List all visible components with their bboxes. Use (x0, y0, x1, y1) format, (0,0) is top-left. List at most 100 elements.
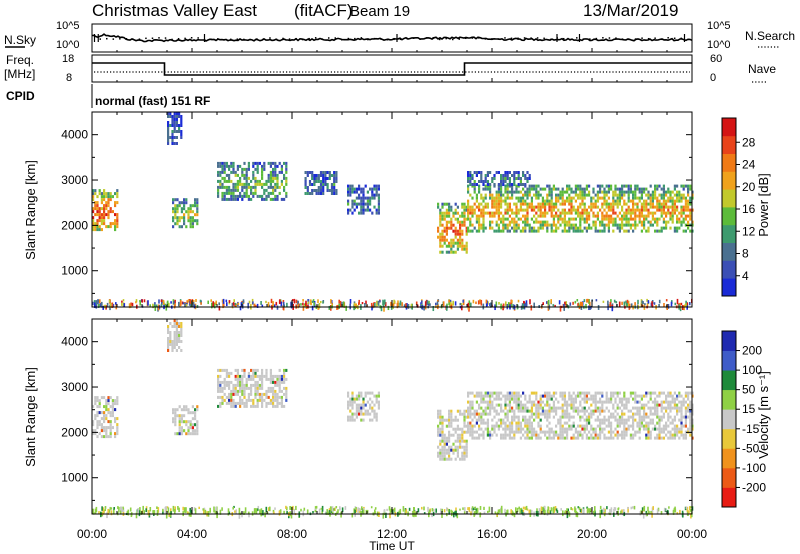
echo-cell (603, 433, 606, 437)
echo-cell (232, 401, 235, 405)
ground-scatter-cell (237, 302, 240, 306)
ground-scatter-cell (314, 509, 317, 513)
echo-cell (515, 430, 518, 434)
echo-cell (618, 190, 621, 194)
echo-cell (223, 368, 226, 372)
echo-cell (351, 418, 354, 422)
echo-cell (528, 421, 531, 425)
echo-cell (535, 433, 538, 437)
echo-cell (533, 214, 536, 218)
echo-cell (634, 391, 637, 395)
echo-cell (322, 186, 325, 189)
echo-cell (371, 418, 374, 422)
echo-cell (621, 223, 624, 227)
ground-scatter-cell (627, 506, 629, 509)
echo-cell (596, 424, 599, 428)
echo-cell (245, 167, 248, 171)
echo-cell (223, 170, 226, 174)
ground-scatter-cell (549, 510, 552, 515)
echo-cell (276, 380, 279, 384)
echo-cell (559, 211, 562, 215)
echo-cell (489, 391, 492, 395)
echo-cell (500, 433, 503, 437)
echo-cell (511, 430, 514, 434)
echo-cell (315, 192, 318, 195)
echo-cell (448, 208, 451, 212)
echo-cell (671, 211, 674, 215)
nsearch-dot (301, 38, 304, 41)
echo-cell (535, 430, 538, 434)
echo-cell (676, 199, 679, 203)
echo-cell (625, 220, 628, 224)
ground-scatter-cell (293, 508, 296, 514)
echo-cell (450, 421, 453, 425)
echo-cell (116, 402, 119, 406)
echo-cell (592, 196, 595, 200)
echo-cell (530, 415, 533, 419)
echo-cell (656, 199, 659, 203)
ground-scatter-cell (497, 509, 500, 514)
echo-cell (511, 424, 514, 428)
echo-cell (544, 430, 547, 434)
echo-cell (285, 170, 288, 174)
echo-cell (566, 412, 569, 416)
echo-cell (469, 427, 472, 431)
echo-cell (616, 202, 619, 206)
echo-cell (625, 214, 628, 218)
echo-cell (267, 389, 270, 393)
echo-cell (366, 196, 369, 200)
echo-cell (678, 406, 681, 410)
echo-cell (326, 171, 329, 174)
echo-cell (241, 386, 244, 390)
ground-scatter-cell (674, 506, 676, 512)
echo-cell (623, 433, 626, 437)
echo-cell (100, 192, 103, 196)
ground-scatter-cell (437, 299, 439, 303)
echo-cell (175, 136, 178, 139)
echo-cell (599, 229, 602, 233)
echo-cell (250, 197, 253, 201)
echo-cell (360, 208, 363, 212)
echo-cell (306, 174, 309, 177)
echo-cell (482, 412, 485, 416)
echo-cell (103, 222, 106, 226)
ground-scatter-cell (522, 303, 524, 310)
echo-cell (618, 226, 621, 230)
echo-cell (333, 180, 336, 183)
echo-cell (570, 199, 573, 203)
ground-scatter-cell (504, 508, 506, 514)
ground-scatter-cell (374, 507, 377, 510)
echo-cell (656, 187, 659, 191)
echo-cell (625, 202, 628, 206)
echo-cell (682, 208, 685, 212)
echo-cell (577, 394, 580, 398)
echo-cell (647, 220, 650, 224)
echo-cell (577, 406, 580, 410)
echo-cell (596, 400, 599, 404)
echo-cell (570, 208, 573, 212)
echo-cell (640, 418, 643, 422)
echo-cell (539, 223, 542, 227)
echo-cell (566, 223, 569, 227)
ground-scatter-cell (676, 512, 679, 515)
echo-cell (94, 396, 97, 400)
echo-cell (508, 196, 511, 200)
echo-cell (452, 448, 455, 452)
ground-scatter-cell (122, 506, 124, 509)
echo-cell (563, 427, 566, 431)
ground-scatter-cell (286, 511, 288, 515)
echo-cell (322, 183, 325, 186)
echo-cell (515, 424, 518, 428)
echo-cell (618, 223, 621, 227)
echo-cell (605, 190, 608, 194)
echo-cell (98, 423, 101, 427)
echo-cell (261, 164, 264, 168)
ground-scatter-cell (98, 304, 100, 307)
echo-cell (278, 383, 281, 387)
echo-cell (632, 217, 635, 221)
echo-cell (621, 190, 624, 194)
echo-cell (526, 217, 529, 221)
echo-cell (572, 415, 575, 419)
echo-cell (508, 430, 511, 434)
echo-cell (437, 202, 440, 206)
